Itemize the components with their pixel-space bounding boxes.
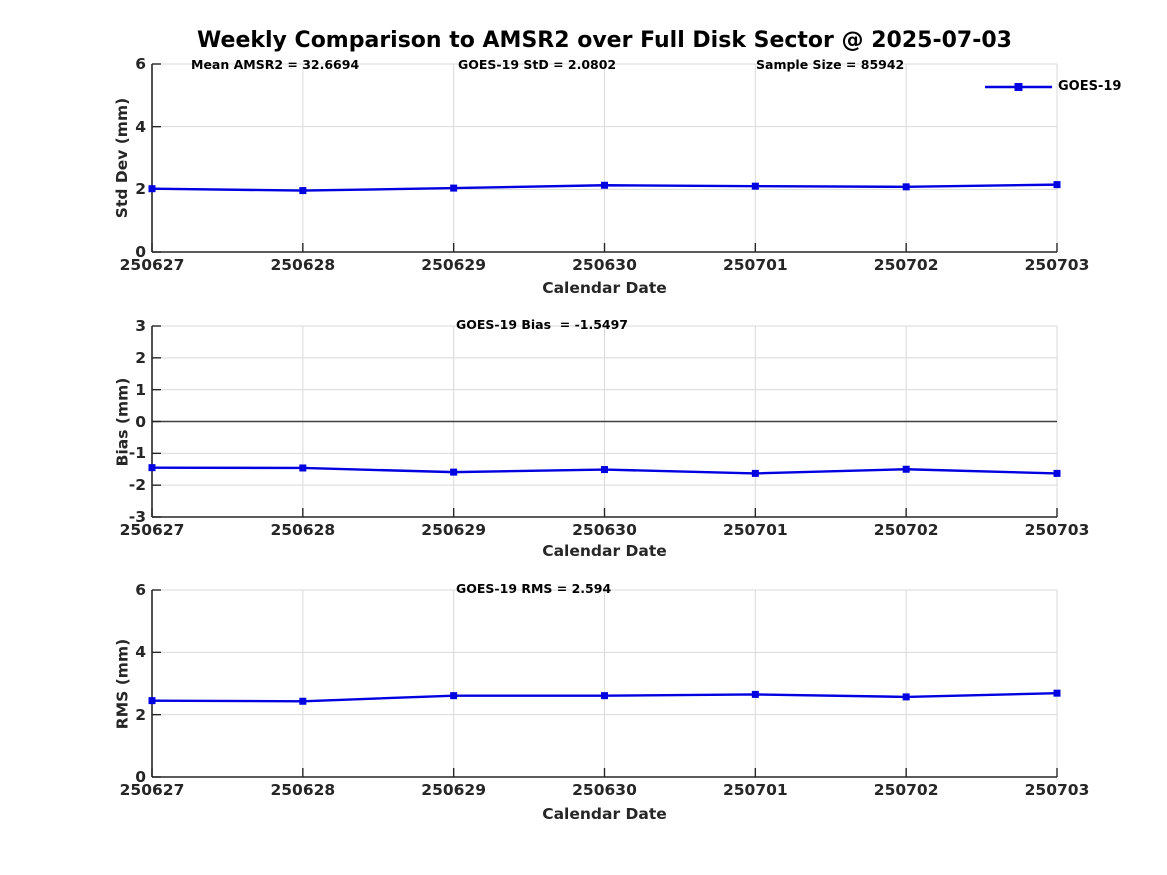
series-marker xyxy=(751,690,759,698)
series-marker xyxy=(148,185,156,193)
series-marker xyxy=(299,464,307,472)
series-marker xyxy=(601,466,608,474)
legend-label: GOES-19 xyxy=(1058,79,1122,94)
chart-title: Weekly Comparison to AMSR2 over Full Dis… xyxy=(197,28,1012,53)
series-marker xyxy=(299,697,307,705)
series-marker xyxy=(148,697,156,705)
series-marker xyxy=(751,469,759,477)
series-marker xyxy=(299,187,307,195)
series-marker xyxy=(450,184,458,192)
series-marker xyxy=(601,181,608,189)
series-marker xyxy=(751,182,759,190)
series-marker xyxy=(1053,689,1061,697)
series-marker xyxy=(601,692,608,700)
series-marker xyxy=(450,468,458,476)
series-marker xyxy=(902,693,910,701)
legend-marker-sample xyxy=(1014,83,1023,91)
series-marker xyxy=(148,464,156,472)
series-marker xyxy=(1053,181,1061,189)
series-marker xyxy=(902,465,910,473)
series-marker xyxy=(450,692,458,700)
series-marker xyxy=(902,183,910,191)
series-marker xyxy=(1053,469,1061,477)
